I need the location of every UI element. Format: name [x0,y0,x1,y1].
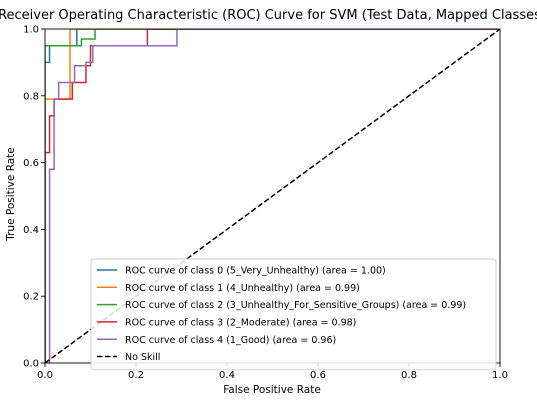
legend-label-1: ROC curve of class 1 (4_Unhealthy) (area… [125,283,360,294]
series-line-4 [45,29,500,363]
y-tick-label: 0.4 [23,225,39,236]
chart-title: Receiver Operating Characteristic (ROC) … [0,8,537,23]
legend-frame [90,258,497,371]
legend: ROC curve of class 0 (5_Very_Unhealthy) … [90,258,497,371]
legend-label-4: ROC curve of class 4 (1_Good) (area = 0.… [125,335,336,346]
x-tick-label: 0.6 [310,370,326,381]
y-tick-label: 0.8 [23,91,39,102]
x-axis-label: False Positive Rate [223,384,321,396]
series-layer [45,29,500,363]
legend-label-2: ROC curve of class 2 (3_Unhealthy_For_Se… [125,300,466,311]
x-tick-label: 1.0 [492,370,508,381]
y-tick-label: 0.0 [23,359,39,370]
y-tick-label: 1.0 [23,25,39,36]
x-tick-label: 0.4 [219,370,235,381]
x-tick-label: 0.8 [401,370,417,381]
y-tick-label: 0.2 [23,292,39,303]
legend-label-5: No Skill [125,352,160,363]
series-line-2 [45,29,500,363]
x-tick-label: 0.2 [128,370,144,381]
legend-label-3: ROC curve of class 3 (2_Moderate) (area … [125,318,356,329]
y-tick-label: 0.6 [23,158,39,169]
x-tick-label: 0.0 [37,370,53,381]
series-line-5 [45,29,500,363]
y-axis-label: True Positive Rate [5,147,17,242]
legend-label-0: ROC curve of class 0 (5_Very_Unhealthy) … [125,266,386,277]
